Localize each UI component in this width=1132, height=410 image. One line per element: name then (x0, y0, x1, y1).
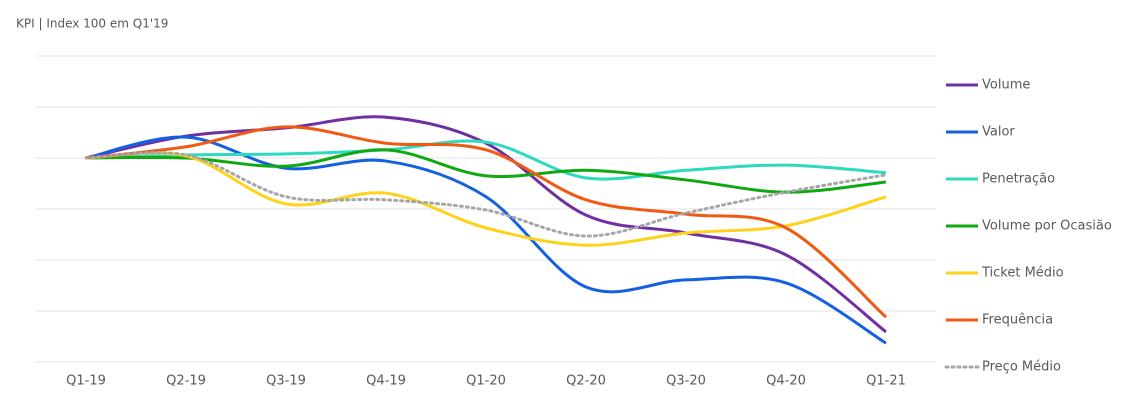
x-tick-label: Q3-19 (266, 374, 306, 389)
series-line (85, 135, 887, 345)
legend-label: Volume (982, 78, 1030, 93)
series-line (85, 139, 887, 181)
x-tick-label: Q4-20 (766, 374, 806, 389)
chart-title: KPI | Index 100 em Q1'19 (16, 17, 168, 31)
legend-label: Ticket Médio (981, 266, 1064, 281)
x-tick-label: Q1-21 (866, 374, 906, 389)
legend-label: Valor (982, 125, 1015, 140)
x-tick-label: Q2-20 (566, 374, 606, 389)
legend-label: Volume por Ocasião (982, 219, 1112, 234)
x-tick-label: Q3-20 (666, 374, 706, 389)
series-line (85, 125, 887, 319)
series-line (85, 151, 887, 247)
x-tick-label: Q1-19 (66, 374, 106, 389)
x-tick-label: Q1-20 (466, 374, 506, 389)
legend-label: Penetração (982, 172, 1055, 187)
series-line (84, 151, 888, 238)
x-tick-label: Q4-19 (366, 374, 406, 389)
legend-label: Frequência (982, 313, 1053, 328)
series-line (85, 148, 887, 194)
legend-label: Preço Médio (982, 360, 1061, 375)
x-tick-label: Q2-19 (166, 374, 206, 389)
